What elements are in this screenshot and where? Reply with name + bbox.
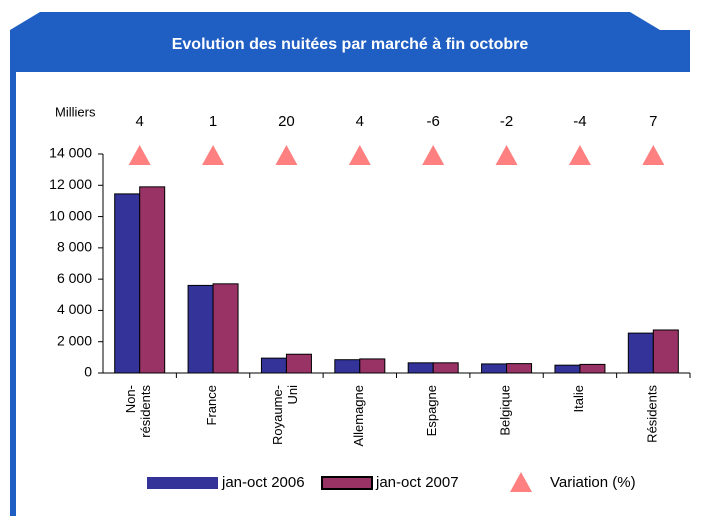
variation-label: -6 bbox=[427, 113, 440, 130]
bar bbox=[359, 358, 386, 374]
x-tick-label: Résidents bbox=[645, 385, 660, 443]
bar bbox=[212, 283, 239, 374]
x-tick-label: Espagne bbox=[425, 385, 440, 436]
bar bbox=[260, 357, 287, 374]
legend-swatch bbox=[510, 472, 532, 492]
x-tick-label: Royaume-Uni bbox=[270, 385, 300, 445]
bar bbox=[627, 332, 654, 374]
chart-title: Evolution des nuitées par marché à fin o… bbox=[172, 36, 529, 53]
legend-label: jan-oct 2006 bbox=[221, 474, 305, 491]
x-tick-label: Italie bbox=[571, 385, 586, 412]
variation-label: -4 bbox=[573, 113, 586, 130]
variation-marker bbox=[642, 145, 665, 165]
variation-label: 7 bbox=[649, 113, 657, 130]
y-tick-label: 12 000 bbox=[49, 176, 92, 192]
frame bbox=[10, 12, 690, 516]
variation-label: 1 bbox=[209, 113, 217, 130]
bar bbox=[139, 186, 166, 374]
variation-label: -2 bbox=[500, 113, 513, 130]
legend-label: jan-oct 2007 bbox=[375, 474, 459, 491]
variation-marker bbox=[422, 145, 445, 165]
legend-swatch bbox=[147, 477, 218, 489]
variation-label: 4 bbox=[356, 113, 364, 130]
bar bbox=[652, 329, 679, 374]
bar bbox=[506, 363, 533, 374]
bar bbox=[554, 364, 581, 374]
y-tick-label: 14 000 bbox=[49, 145, 92, 161]
y-tick-label: 0 bbox=[84, 364, 92, 380]
y-tick-label: 4 000 bbox=[57, 301, 92, 317]
x-tick-label: Allemagne bbox=[351, 385, 366, 446]
bar bbox=[432, 362, 459, 374]
variation-marker bbox=[275, 145, 298, 165]
bar bbox=[187, 284, 214, 374]
variation-marker bbox=[128, 145, 151, 165]
bar bbox=[579, 363, 606, 374]
y-tick-label: 10 000 bbox=[49, 207, 92, 223]
y-tick-label: 2 000 bbox=[57, 332, 92, 348]
x-tick-label: Belgique bbox=[498, 385, 513, 436]
bar bbox=[114, 193, 141, 374]
bar bbox=[334, 359, 361, 374]
legend-swatch bbox=[321, 476, 373, 490]
variation-marker bbox=[202, 145, 225, 165]
variation-marker bbox=[568, 145, 591, 165]
variation-label: 20 bbox=[278, 113, 295, 130]
variation-marker bbox=[495, 145, 518, 165]
bar bbox=[407, 362, 434, 374]
variation-marker bbox=[348, 145, 371, 165]
bar bbox=[481, 363, 508, 374]
x-tick-label: Non-résidents bbox=[124, 385, 154, 438]
y-axis-label: Milliers bbox=[55, 104, 96, 119]
legend-label: Variation (%) bbox=[550, 474, 636, 491]
variation-label: 4 bbox=[136, 113, 144, 130]
y-tick-label: 6 000 bbox=[57, 270, 92, 286]
x-tick-label: France bbox=[205, 385, 220, 425]
bar bbox=[285, 353, 312, 374]
y-tick-label: 8 000 bbox=[57, 239, 92, 255]
